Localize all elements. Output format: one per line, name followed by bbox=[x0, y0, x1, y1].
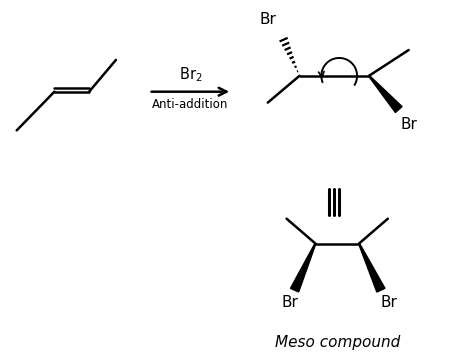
Text: Br: Br bbox=[259, 12, 276, 27]
Text: Br$_2$: Br$_2$ bbox=[179, 65, 202, 84]
Text: Br: Br bbox=[281, 295, 298, 310]
Text: Br: Br bbox=[400, 118, 417, 132]
Polygon shape bbox=[291, 243, 316, 292]
Text: Br: Br bbox=[381, 295, 397, 310]
Text: Meso compound: Meso compound bbox=[274, 335, 400, 350]
Polygon shape bbox=[369, 75, 402, 112]
Polygon shape bbox=[359, 243, 385, 292]
Text: Anti-addition: Anti-addition bbox=[152, 98, 228, 111]
